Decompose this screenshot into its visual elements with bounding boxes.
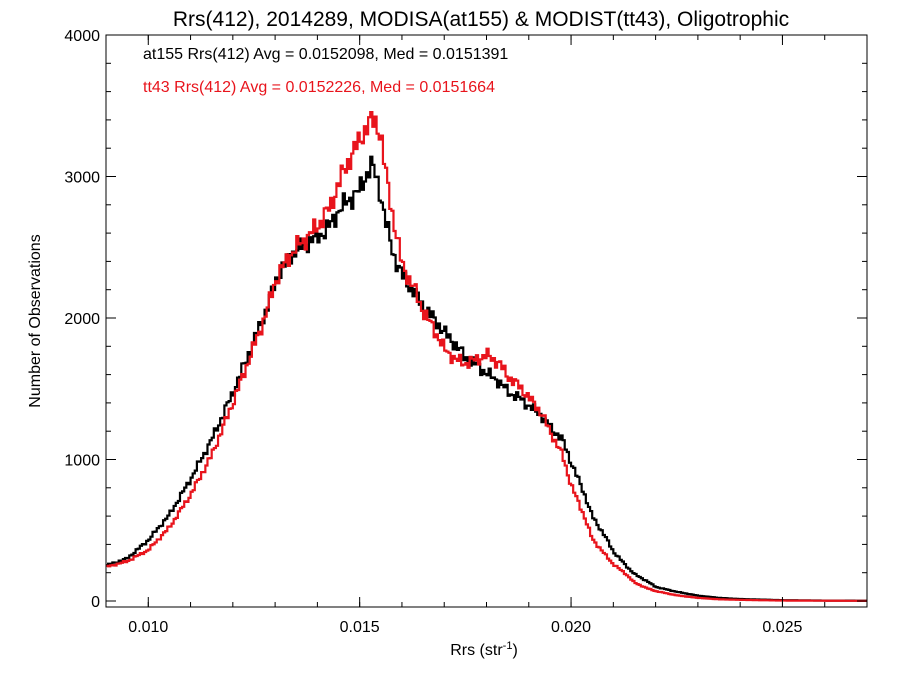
plot-content [106, 111, 867, 602]
x-axis-label-close: ) [512, 642, 517, 659]
x-axis-ticks: 0.010 0.015 0.020 0.025 [105, 35, 868, 636]
y-tick-label: 1000 [64, 453, 100, 470]
legend-annotation-at155: at155 Rrs(412) Avg = 0.0152098, Med = 0.… [143, 46, 508, 63]
x-tick-label: 0.025 [762, 619, 802, 636]
y-axis-ticks: 0 1000 2000 3000 4000 [64, 28, 867, 611]
x-tick-label: 0.010 [128, 619, 168, 636]
series-line-tt43 [106, 111, 867, 602]
chart-title: Rrs(412), 2014289, MODISA(at155) & MODIS… [173, 8, 789, 31]
y-tick-label: 3000 [64, 170, 100, 187]
x-tick-label: 0.020 [551, 619, 591, 636]
y-tick-label: 4000 [64, 28, 100, 45]
x-tick-label: 0.015 [340, 619, 380, 636]
y-tick-label: 0 [91, 594, 100, 611]
legend-annotation-tt43: tt43 Rrs(412) Avg = 0.0152226, Med = 0.0… [143, 79, 495, 96]
series-line-at155 [106, 155, 867, 602]
x-axis-label-superscript: -1 [503, 640, 513, 652]
y-axis-label: Number of Observations [27, 234, 44, 407]
y-tick-label: 2000 [64, 311, 100, 328]
x-axis-label-main: Rrs (str [450, 642, 503, 659]
x-axis-label: Rrs (str-1) [450, 640, 518, 659]
